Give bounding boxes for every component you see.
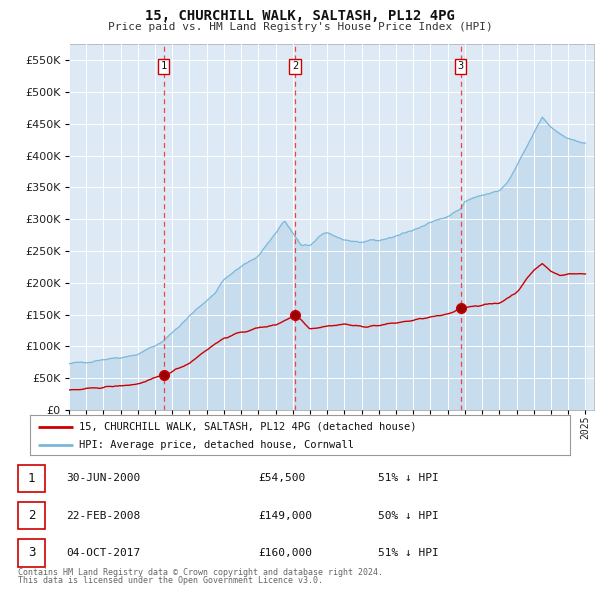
Text: 50% ↓ HPI: 50% ↓ HPI — [378, 511, 439, 520]
Text: 15, CHURCHILL WALK, SALTASH, PL12 4PG (detached house): 15, CHURCHILL WALK, SALTASH, PL12 4PG (d… — [79, 422, 416, 432]
Text: 04-OCT-2017: 04-OCT-2017 — [66, 548, 140, 558]
Text: 2: 2 — [28, 509, 35, 522]
Text: 15, CHURCHILL WALK, SALTASH, PL12 4PG: 15, CHURCHILL WALK, SALTASH, PL12 4PG — [145, 9, 455, 23]
Text: This data is licensed under the Open Government Licence v3.0.: This data is licensed under the Open Gov… — [18, 576, 323, 585]
Text: Contains HM Land Registry data © Crown copyright and database right 2024.: Contains HM Land Registry data © Crown c… — [18, 568, 383, 577]
Text: 2: 2 — [292, 61, 298, 71]
Text: 1: 1 — [161, 61, 167, 71]
Text: 30-JUN-2000: 30-JUN-2000 — [66, 474, 140, 483]
Text: £160,000: £160,000 — [258, 548, 312, 558]
Text: £54,500: £54,500 — [258, 474, 305, 483]
Text: 22-FEB-2008: 22-FEB-2008 — [66, 511, 140, 520]
Text: £149,000: £149,000 — [258, 511, 312, 520]
Text: Price paid vs. HM Land Registry's House Price Index (HPI): Price paid vs. HM Land Registry's House … — [107, 22, 493, 32]
Text: 3: 3 — [458, 61, 464, 71]
Text: 3: 3 — [28, 546, 35, 559]
Text: 51% ↓ HPI: 51% ↓ HPI — [378, 474, 439, 483]
Text: 1: 1 — [28, 472, 35, 485]
Text: HPI: Average price, detached house, Cornwall: HPI: Average price, detached house, Corn… — [79, 441, 353, 450]
Text: 51% ↓ HPI: 51% ↓ HPI — [378, 548, 439, 558]
